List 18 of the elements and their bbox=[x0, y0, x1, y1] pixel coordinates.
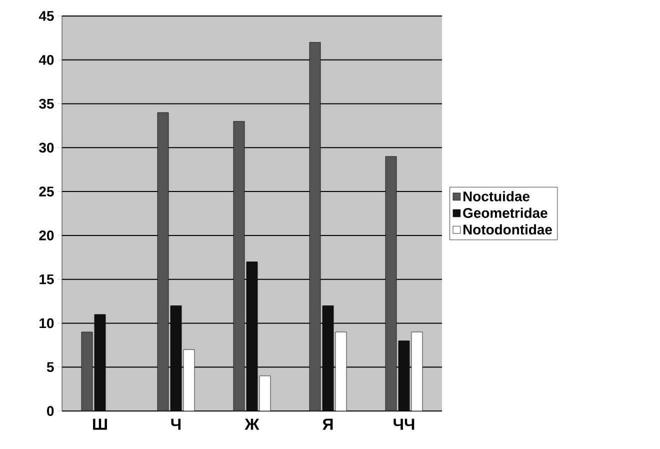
y-tick-label: 10 bbox=[40, 318, 54, 328]
y-tick-label: 35 bbox=[39, 98, 54, 109]
y-tick-label: 45 bbox=[38, 11, 54, 21]
y-tick-label: 20 bbox=[39, 230, 54, 240]
x-tick-label: Ж bbox=[244, 418, 260, 430]
legend-label: Geometridae bbox=[463, 208, 548, 218]
legend-label: Noctuidae bbox=[463, 191, 530, 202]
y-tick-label: 30 bbox=[39, 142, 54, 153]
y-tick-label: 40 bbox=[38, 54, 54, 65]
x-tick-label: Ш bbox=[93, 418, 107, 430]
y-tick-label: 5 bbox=[46, 362, 54, 372]
y-tick-label: 25 bbox=[39, 186, 54, 196]
x-tick-label: Ч bbox=[171, 418, 181, 430]
y-tick-label: 15 bbox=[40, 274, 54, 284]
x-tick-label: Я bbox=[322, 418, 333, 430]
legend-label: Notodontidae bbox=[463, 224, 552, 235]
y-tick-label: 0 bbox=[47, 406, 54, 416]
x-tick-label: ЧЧ bbox=[394, 418, 414, 430]
